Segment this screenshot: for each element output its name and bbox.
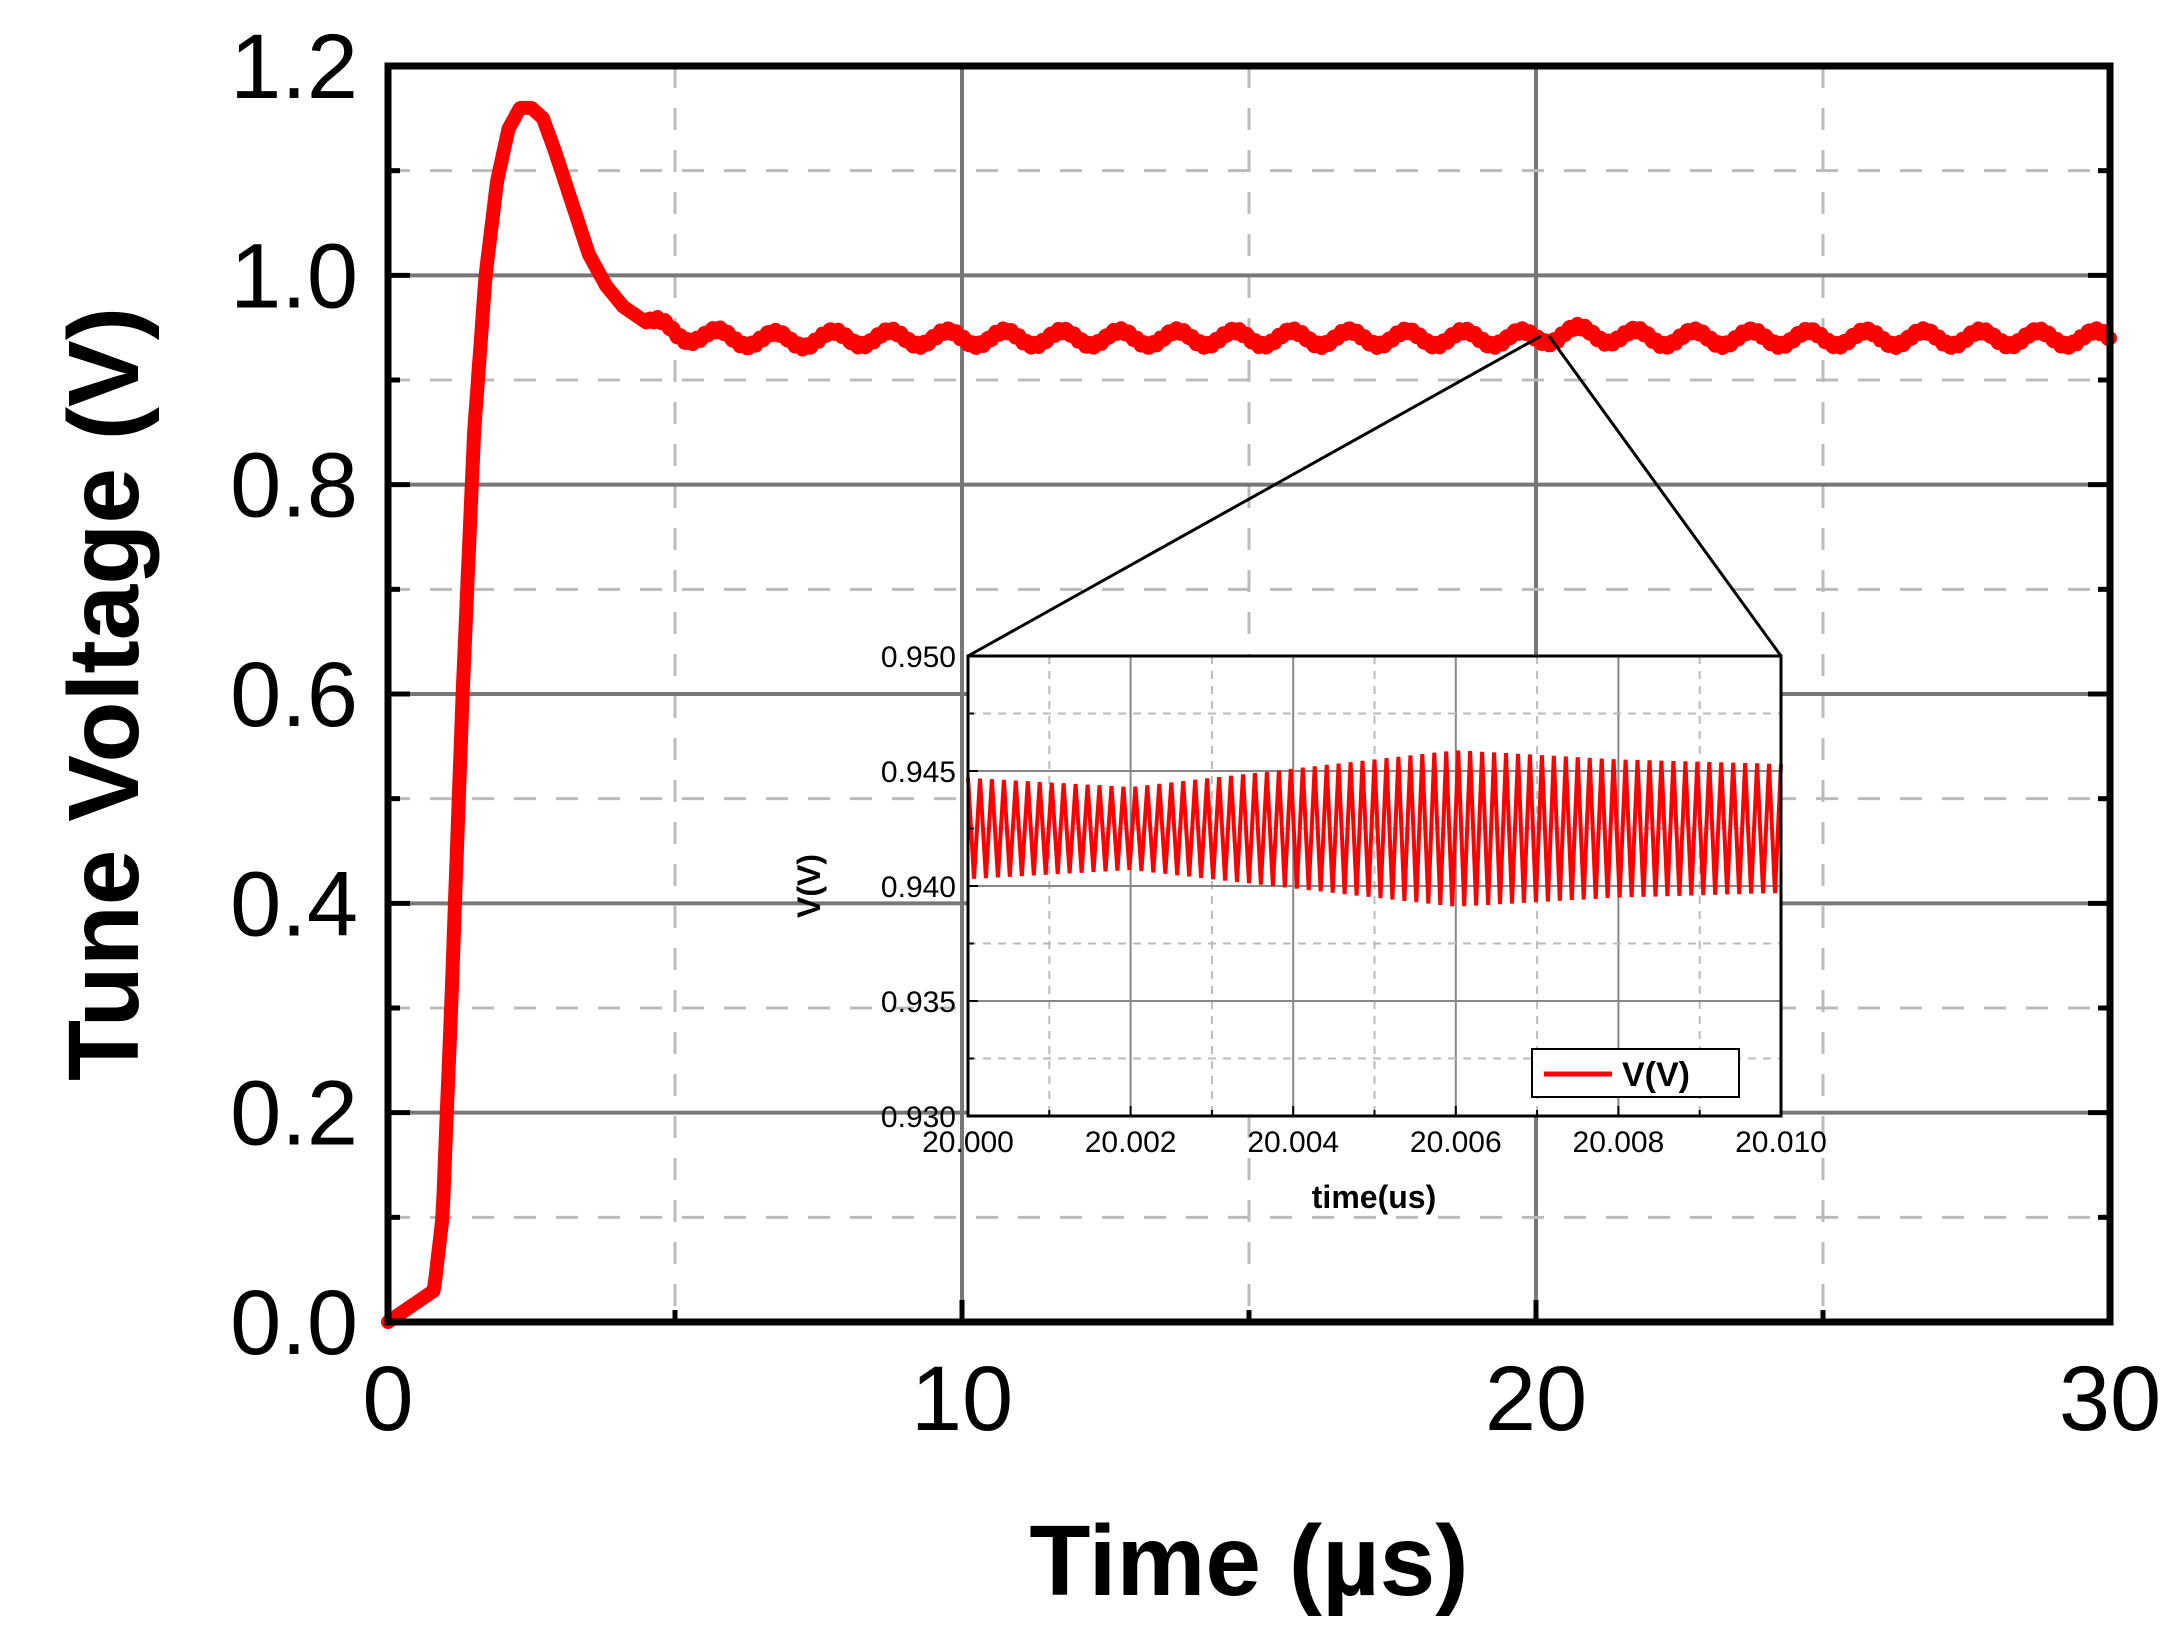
main-y-axis-title: Tune Voltage (V): [48, 307, 160, 1081]
legend-label: V(V): [1622, 1056, 1690, 1094]
inset-legend: V(V): [1531, 1048, 1740, 1098]
inset-x-tick-label: 20.004: [1247, 1126, 1339, 1159]
zoom-connector-right: [1547, 335, 1783, 657]
main-x-tick-label: 30: [2059, 1348, 2161, 1450]
inset-x-tick-label: 20.002: [1085, 1126, 1177, 1159]
inset-x-tick-label: 20.000: [922, 1126, 1014, 1159]
inset-y-axis-title: V(V): [791, 854, 827, 918]
inset-ticks: [967, 655, 1782, 1117]
inset-y-tick-label: 0.930: [881, 1101, 956, 1134]
main-y-tick-label: 1.0: [230, 225, 358, 327]
main-x-tick-label: 0: [362, 1348, 413, 1450]
inset-x-tick-label: 20.008: [1573, 1126, 1665, 1159]
inset-y-tick-label: 0.935: [881, 986, 956, 1019]
main-ticks: [385, 63, 2113, 1325]
main-x-axis-title: Time (µs): [1029, 1505, 1468, 1617]
inset-y-tick-label: 0.945: [881, 756, 956, 789]
inset-chart: 20.000 20.002 20.004 20.006 20.008 20.010 0.93…: [791, 641, 1827, 1215]
main-x-tick-label: 20: [1485, 1348, 1587, 1450]
zoom-connector-left: [967, 334, 1542, 658]
main-chart: 0 10 20 30 0.0 0.2 0.4 0.6 0.8 1.0 1.2 Time (µs) T…: [48, 16, 2161, 1617]
main-y-tick-label: 0.2: [230, 1063, 358, 1165]
inset-x-axis-title: time(us): [1312, 1179, 1436, 1215]
main-y-tick-label: 0.6: [230, 644, 358, 746]
inset-x-tick-label: 20.006: [1410, 1126, 1502, 1159]
inset-x-tick-label: 20.010: [1735, 1126, 1827, 1159]
inset-y-tick-label: 0.950: [881, 641, 956, 674]
main-y-tick-label: 0.8: [230, 435, 358, 537]
inset-y-tick-label: 0.940: [881, 871, 956, 904]
main-series-line: [381, 100, 2117, 1329]
inset-tick-labels: 20.000 20.002 20.004 20.006 20.008 20.010 0.93…: [881, 641, 1827, 1159]
main-tick-labels: 0 10 20 30 0.0 0.2 0.4 0.6 0.8 1.0 1.2: [230, 16, 2161, 1450]
main-y-tick-label: 1.2: [230, 16, 358, 118]
main-x-tick-label: 10: [911, 1348, 1013, 1450]
inset-series-line: [966, 750, 1783, 907]
main-y-tick-label: 0.0: [230, 1272, 358, 1374]
main-y-tick-label: 0.4: [230, 853, 358, 955]
